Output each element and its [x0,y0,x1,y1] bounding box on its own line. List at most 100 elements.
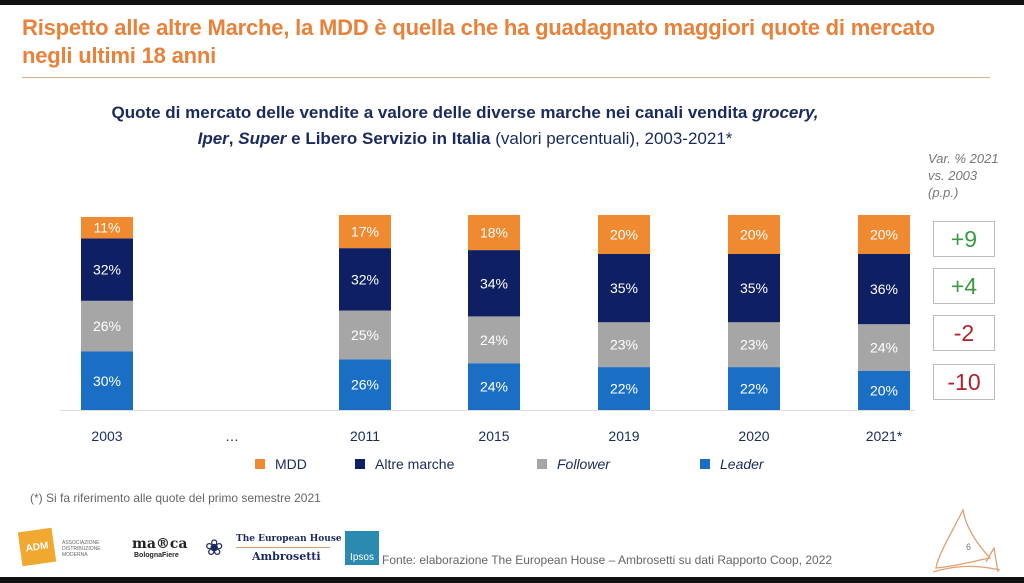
bolognafiere-logo-text: BolognaFiere [134,552,179,559]
data-label: 20% [610,227,638,243]
sail-icon [935,507,992,569]
bar-segment-altre-marche [598,254,650,323]
bar-segment-follower [468,316,520,364]
data-label: 32% [93,262,121,278]
data-label: 17% [351,224,379,240]
chart-title-part: Super [238,129,287,148]
data-label: 18% [480,225,508,241]
bar-segment-mdd [339,215,391,249]
bar-segment-leader [81,351,133,410]
adm-logo: ADM [17,527,57,567]
chart-title-part: Iper [197,129,229,148]
legend-label: Leader [720,456,764,472]
x-tick-label: 2003 [91,428,122,444]
bar-segment-mdd [81,216,133,239]
legend-label: MDD [275,456,307,472]
variation-box-follower: -2 [933,315,995,351]
legend-item-leader: Leader [700,456,764,472]
data-label: 26% [93,318,121,334]
chart-title-part: (valori percentuali), 2003-2021* [490,129,733,148]
bar-segment-altre-marche [858,254,910,325]
x-tick-label: 2020 [738,428,769,444]
ambrosetti-logo-line1: The European House [236,534,342,544]
slide-title: Rispetto alle altre Marche, la MDD è que… [22,15,935,68]
bar-segment-altre-marche [728,254,780,323]
adm-logo-text: ASSOCIAZIONE DISTRIBUZIONE MODERNA [62,540,101,558]
x-tick-label: … [225,428,239,444]
data-label: 34% [480,275,508,291]
bottom-border [0,577,1024,583]
chart-title-part: grocery, [752,103,819,122]
bar-segment-follower [728,322,780,368]
data-label: 20% [740,227,768,243]
legend-swatch [537,459,547,469]
data-label: 11% [94,220,121,236]
legend-swatch [355,459,365,469]
bar-segment-mdd [858,215,910,254]
footnote: (*) Si fa riferimento alle quote del pri… [30,491,321,505]
variation-box-mdd: +9 [933,221,995,257]
bar-segment-mdd [468,215,520,251]
page-number: 6 [966,542,971,552]
top-border [0,0,1024,5]
chart-title: Quote di mercato delle vendite a valore … [60,100,870,152]
chart-title-part: e Libero Servizio in Italia [286,129,491,148]
legend-item-follower: Follower [537,456,610,472]
legend-item-altre-marche: Altre marche [355,456,454,472]
bar-segment-follower [81,300,133,352]
data-label: 24% [480,332,508,348]
bar-segment-mdd [728,215,780,254]
data-label: 20% [870,227,898,243]
data-label: 23% [610,337,638,353]
data-label: 32% [351,271,379,287]
data-label: 22% [740,381,768,397]
bar-segment-leader [728,367,780,410]
bar-segment-leader [598,367,650,410]
x-tick-label: 2011 [350,428,380,444]
source-note: Fonte: elaborazione The European House –… [382,553,833,567]
bar-segment-mdd [598,215,650,254]
legend-label: Altre marche [375,456,455,472]
data-label: 22% [610,381,638,397]
marca-logo: ma®ca [132,536,188,552]
data-label: 23% [740,337,768,353]
data-label: 36% [870,281,898,297]
chart-title-part: , [228,129,239,148]
ambrosetti-logo-line2: Ambrosetti [252,550,321,563]
legend-swatch [700,459,710,469]
x-tick-label: 2015 [478,428,509,444]
bar-segment-follower [339,310,391,360]
ambrosetti-logo-rule [236,547,330,548]
ambrosetti-logo-mark: ❀ [205,535,224,560]
variation-header: Var. % 2021 vs. 2003 (p.p.) [928,151,999,200]
variation-box-altre-marche: +4 [933,268,995,304]
bar-segment-altre-marche [339,248,391,311]
x-tick-label: 2019 [608,428,639,444]
ipsos-logo: Ipsos [345,531,379,565]
data-label: 20% [870,383,898,399]
bar-segment-follower [858,324,910,371]
bar-segment-leader [339,359,391,410]
chart-title-part: Quote di mercato delle vendite a valore … [111,103,753,122]
bar-segment-altre-marche [81,238,133,301]
data-label: 24% [870,340,898,356]
legend-swatch [255,459,265,469]
hull-icon [932,546,1001,573]
legend-item-mdd: MDD [255,456,307,472]
data-label: 30% [93,373,121,389]
bar-segment-altre-marche [468,250,520,317]
data-label: 24% [480,379,508,395]
x-tick-label: 2021* [866,428,903,444]
legend-label: Follower [557,456,610,472]
data-label: 26% [351,377,379,393]
data-label: 25% [351,327,379,343]
data-label: 35% [740,280,768,296]
data-label: 35% [610,280,638,296]
sailboat-page-logo: 6 [932,507,1001,573]
bar-segment-follower [598,322,650,368]
variation-box-leader: -10 [933,364,995,400]
title-divider [22,77,990,78]
bar-segment-leader [468,363,520,410]
bar-segment-leader [858,371,910,410]
